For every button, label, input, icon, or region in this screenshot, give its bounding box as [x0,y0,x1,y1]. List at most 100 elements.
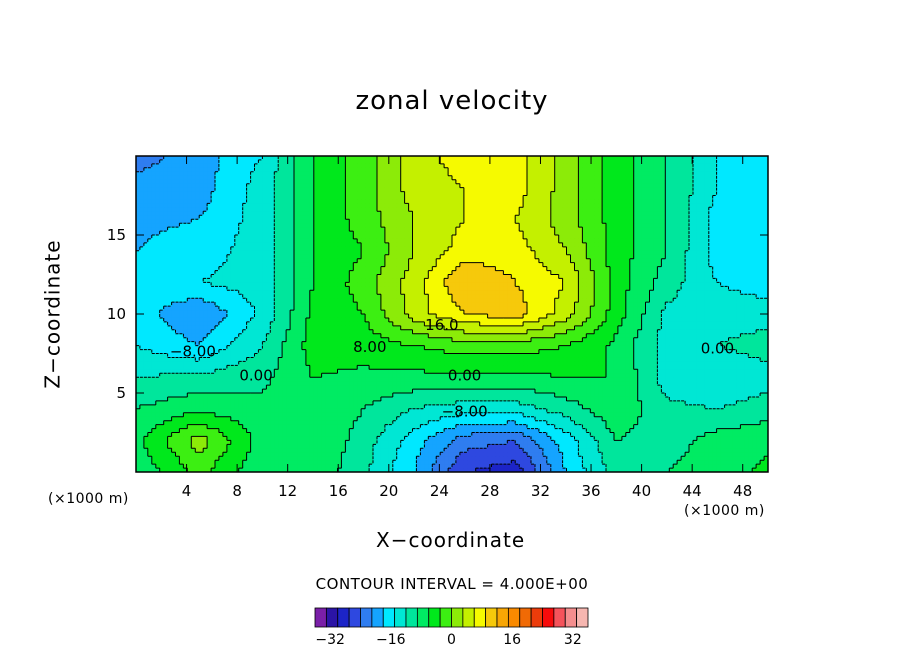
field-cell [740,238,745,244]
field-cell [412,258,418,264]
field-cell [270,227,275,232]
field-cell [329,235,335,240]
field-cell [428,163,433,169]
field-cell [700,223,706,228]
field-cell [732,159,737,165]
field-cell [266,254,271,260]
field-cell [487,235,493,240]
field-cell [625,163,631,169]
field-cell [712,242,718,248]
field-cell [459,207,465,212]
field-cell [309,167,315,173]
field-cell [499,179,504,185]
field-cell [712,167,718,173]
field-cell [440,203,445,208]
field-cell [704,215,710,220]
field-cell [341,191,346,197]
field-cell [333,238,339,244]
field-cell [404,211,410,216]
field-cell [641,171,647,177]
field-cell [143,227,149,232]
field-cell [657,191,662,197]
field-cell [222,242,228,248]
field-cell [392,199,398,204]
field-cell [665,227,670,232]
field-cell [238,187,244,193]
field-cell [653,223,658,228]
field-cell [333,159,339,165]
field-cell [329,203,335,208]
field-cell [191,278,196,283]
field-cell [258,179,263,185]
field-cell [242,227,248,232]
field-cell [582,258,587,264]
field-cell [519,195,524,201]
field-cell [282,187,287,193]
field-cell [617,207,623,212]
field-cell [183,262,188,268]
field-cell [764,175,768,181]
field-cell [582,238,587,244]
field-cell [369,223,374,228]
field-cell [728,163,734,169]
field-cell [610,274,615,280]
field-cell [452,159,457,165]
field-cell [558,171,564,177]
field-cell [720,242,726,248]
field-cell [207,219,212,224]
field-cell [617,250,623,256]
field-cell [211,171,216,177]
field-cell [673,270,678,276]
field-cell [681,199,686,204]
field-cell [653,203,658,208]
field-cell [333,246,339,252]
field-cell [365,167,370,173]
field-cell [459,159,465,165]
field-cell [444,163,449,169]
field-cell [689,211,694,216]
field-cell [388,156,394,161]
field-cell [527,258,532,264]
field-cell [301,227,307,232]
field-cell [317,254,323,260]
field-cell [629,179,635,185]
field-cell [199,250,204,256]
field-cell [534,163,540,169]
field-cell [534,254,540,260]
field-cell [594,199,599,204]
field-cell [752,191,757,197]
field-cell [748,203,753,208]
field-cell [448,167,453,173]
field-cell [404,246,410,252]
field-cell [724,156,730,161]
field-cell [732,262,737,268]
field-cell [685,207,690,212]
field-cell [432,238,437,244]
field-cell [203,223,208,228]
field-cell [554,238,560,244]
field-cell [297,266,303,272]
field-cell [163,242,169,248]
field-cell [369,219,374,224]
field-cell [621,179,627,185]
field-cell [503,258,508,264]
field-cell [380,175,386,181]
field-cell [578,250,583,256]
field-cell [396,203,402,208]
field-cell [207,231,212,236]
field-cell [716,274,722,280]
field-cell [333,156,339,161]
field-cell [756,262,761,268]
field-cell [491,175,497,181]
field-cell [542,207,548,212]
field-cell [629,238,635,244]
field-cell [499,258,504,264]
field-cell [527,179,532,185]
field-cell [598,211,603,216]
field-cell [361,242,366,248]
field-cell [523,246,528,252]
field-cell [728,242,734,248]
field-cell [290,187,295,193]
field-cell [523,219,528,224]
field-cell [483,207,489,212]
